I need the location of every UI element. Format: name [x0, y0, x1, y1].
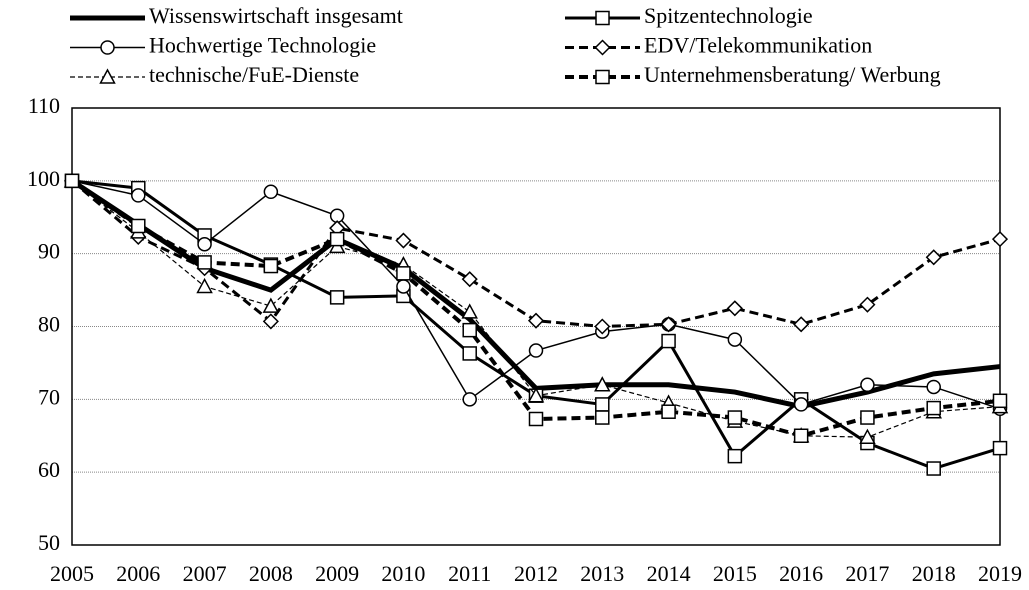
marker — [462, 346, 477, 361]
marker — [262, 297, 280, 313]
marker — [793, 397, 809, 412]
marker — [329, 231, 345, 247]
marker — [527, 312, 545, 329]
marker — [197, 255, 212, 270]
legend-label: technische/FuE-Dienste — [149, 62, 359, 87]
marker — [860, 377, 875, 393]
marker — [727, 332, 743, 347]
marker — [131, 188, 146, 203]
marker — [329, 290, 345, 305]
y-tick-label: 100 — [27, 166, 60, 191]
y-tick-label: 110 — [28, 93, 60, 118]
marker — [859, 428, 876, 444]
marker — [991, 231, 1009, 248]
marker — [594, 39, 611, 56]
y-tick-label: 70 — [38, 384, 60, 409]
marker — [461, 303, 478, 319]
y-tick-label: 80 — [38, 312, 60, 337]
marker — [595, 10, 610, 26]
marker — [925, 249, 942, 266]
x-tick-label: 2016 — [779, 561, 823, 586]
marker — [661, 333, 676, 349]
marker — [661, 404, 676, 419]
x-tick-label: 2009 — [315, 561, 359, 586]
y-tick-label: 60 — [38, 457, 60, 482]
series-line — [70, 178, 1001, 410]
x-tick-label: 2013 — [580, 561, 624, 586]
marker — [660, 316, 677, 333]
marker — [594, 376, 611, 392]
marker — [263, 258, 279, 274]
legend-label: Wissenswirtschaft insgesamt — [149, 3, 403, 28]
marker — [396, 266, 411, 281]
marker — [992, 440, 1008, 456]
marker — [528, 411, 544, 427]
legend-label: Spitzentechnologie — [644, 3, 813, 28]
legend-label: Hochwertige Technologie — [149, 33, 376, 58]
marker — [197, 236, 212, 252]
marker — [595, 410, 610, 425]
x-tick-label: 2006 — [116, 561, 160, 586]
marker — [528, 343, 544, 358]
x-tick-label: 2015 — [713, 561, 757, 586]
x-tick-label: 2017 — [845, 561, 889, 586]
marker — [727, 448, 743, 464]
marker — [727, 410, 743, 425]
marker — [926, 379, 941, 395]
marker — [131, 218, 146, 234]
x-tick-label: 2014 — [647, 561, 691, 586]
x-tick-label: 2010 — [381, 561, 425, 586]
marker — [926, 400, 941, 416]
marker — [100, 40, 115, 55]
series-line — [71, 180, 1001, 410]
marker — [793, 316, 810, 333]
marker — [926, 461, 941, 476]
plot-frame — [71, 107, 1001, 546]
marker — [462, 392, 477, 407]
marker — [263, 184, 279, 200]
marker — [64, 173, 80, 189]
x-tick-label: 2007 — [183, 561, 227, 586]
marker — [395, 232, 412, 249]
legend-label: EDV/Telekommunikation — [644, 33, 872, 58]
marker — [196, 277, 213, 294]
marker — [726, 300, 743, 317]
x-tick-label: 2019 — [978, 561, 1022, 586]
marker — [859, 296, 876, 313]
x-tick-label: 2011 — [448, 561, 491, 586]
marker — [860, 410, 875, 425]
x-tick-label: 2012 — [514, 561, 558, 586]
marker — [595, 69, 610, 85]
y-tick-label: 90 — [38, 239, 60, 264]
marker — [594, 318, 611, 335]
x-tick-label: 2008 — [249, 561, 293, 586]
x-tick-label: 2005 — [50, 561, 94, 586]
marker — [396, 279, 411, 294]
x-tick-label: 2018 — [912, 561, 956, 586]
marker — [461, 271, 478, 288]
marker — [99, 68, 116, 84]
marker — [793, 428, 809, 443]
y-tick-label: 50 — [38, 530, 60, 555]
legend-label: Unternehmensberatung/ Werbung — [644, 62, 941, 87]
marker — [262, 313, 279, 330]
marker — [527, 387, 545, 403]
marker — [462, 322, 477, 338]
marker — [595, 397, 610, 412]
marker — [992, 393, 1008, 409]
